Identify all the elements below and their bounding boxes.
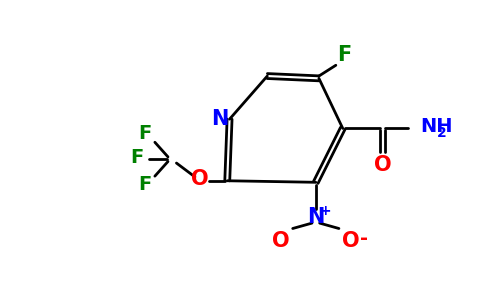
- Text: NH: NH: [420, 117, 452, 136]
- Text: N: N: [307, 207, 324, 227]
- Text: F: F: [138, 124, 151, 143]
- Text: N: N: [211, 109, 228, 129]
- Text: O: O: [374, 155, 392, 176]
- Text: F: F: [131, 148, 144, 167]
- Text: O: O: [272, 231, 290, 251]
- Text: -: -: [360, 229, 367, 248]
- Text: +: +: [319, 204, 331, 218]
- Text: 2: 2: [437, 126, 446, 140]
- Text: O: O: [192, 169, 209, 189]
- Text: F: F: [337, 45, 351, 65]
- Text: O: O: [342, 231, 359, 251]
- Text: F: F: [138, 175, 151, 194]
